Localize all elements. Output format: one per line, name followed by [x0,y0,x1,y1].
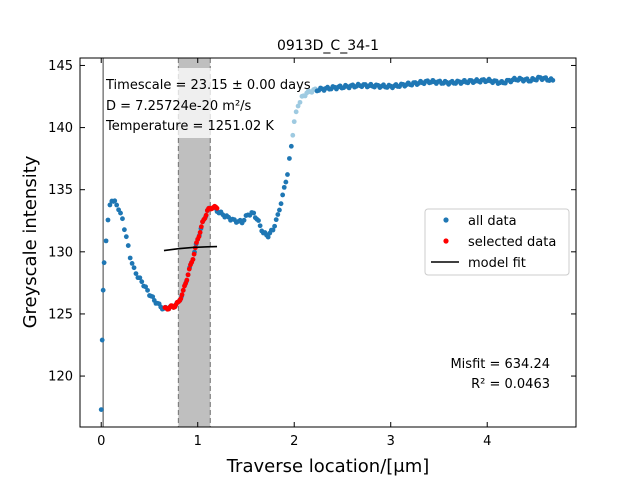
data-point [100,287,106,293]
fit-statistics: Misfit = 634.24 R² = 0.0463 [450,357,550,392]
data-point [121,227,127,233]
data-point [265,234,271,240]
selected-data-point [197,229,203,235]
legend-marker-selected-data [443,238,449,244]
data-point [285,172,290,177]
x-tick-label: 0 [97,434,105,449]
data-point [105,217,111,223]
model-fit-line [163,245,218,252]
data-point [297,99,303,105]
data-point [120,216,125,222]
x-axis-label: Traverse location/[μm] [226,456,430,477]
y-tick-label: 140 [48,121,73,136]
data-point [270,227,276,233]
data-point [118,210,123,216]
data-point [273,217,279,223]
annotation-block: Timescale = 23.15 ± 0.00 days D = 7.2572… [105,78,311,134]
selected-data-point [214,205,220,211]
legend: all data selected data model fit [424,208,570,276]
selected-data-point [178,296,184,302]
selected-data-point [186,266,192,272]
data-point [550,77,556,83]
legend-frame [424,208,570,276]
data-point [280,192,286,198]
chart-title: 0913D_C_34-1 [277,38,379,54]
y-tick-label: 120 [48,370,73,385]
annotation-diffusivity: D = 7.25724e-20 m²/s [106,99,252,114]
data-point [272,223,278,229]
y-tick-label: 130 [48,245,73,260]
selected-data-point [203,212,209,218]
data-point [131,265,137,271]
annotation-temperature: Temperature = 1251.02 K [105,119,274,134]
y-tick-label: 135 [48,183,73,198]
data-point [139,279,145,285]
data-point [293,109,299,115]
misfit-label: Misfit = 634.24 [450,357,550,372]
data-point [281,184,287,190]
y-tick-label: 125 [48,307,73,322]
selected-data-point [185,272,191,278]
data-point [150,294,156,300]
selected-data-point [190,257,196,262]
data-point [241,217,247,223]
data-point [287,156,292,161]
y-axis-label: Greyscale intensity [20,155,41,328]
data-point [257,223,263,229]
annotation-background [101,68,323,138]
data-point [290,132,296,138]
data-point [114,202,120,208]
data-point [127,255,133,261]
x-tick-label: 3 [387,434,395,449]
selected-data-point [196,234,202,240]
legend-marker-all-data [443,217,449,223]
x-tick-label: 1 [194,434,202,449]
data-point [275,212,281,217]
data-point [99,337,105,343]
plot-frame [79,57,577,428]
data-point [291,119,297,125]
selected-data-point [180,287,186,293]
data-point [112,198,118,204]
data-point [277,207,282,213]
data-point [137,275,143,281]
legend-label-selected-data: selected data [468,235,556,250]
y-axis-ticks: 120 125 130 135 140 145 [48,59,576,385]
y-tick-label: 145 [48,59,73,74]
x-tick-label: 2 [290,434,298,449]
data-point [101,260,107,266]
legend-label-all-data: all data [468,214,517,229]
data-point [125,243,131,248]
annotation-timescale: Timescale = 23.15 ± 0.00 days [105,78,311,93]
data-point [143,284,149,290]
data-point [133,271,139,277]
data-point [251,210,257,216]
x-axis-ticks: 0 1 2 3 4 [97,58,491,449]
legend-label-model-fit: model fit [468,256,526,271]
x-tick-label: 4 [483,434,491,449]
data-point [98,407,104,413]
data-point [103,238,109,244]
selected-data-point [191,251,197,257]
data-point [278,201,284,207]
data-point [288,143,294,149]
selected-data-point [184,277,190,283]
data-point [145,287,150,293]
data-point [129,261,135,266]
data-point [123,234,129,240]
data-point [283,179,289,185]
data-point [295,103,301,109]
data-point [107,202,113,208]
r-squared-label: R² = 0.0463 [471,377,550,392]
selected-data-point [179,292,185,298]
selected-data-point [198,224,204,230]
selected-data-points [162,203,220,312]
data-point [256,218,261,223]
